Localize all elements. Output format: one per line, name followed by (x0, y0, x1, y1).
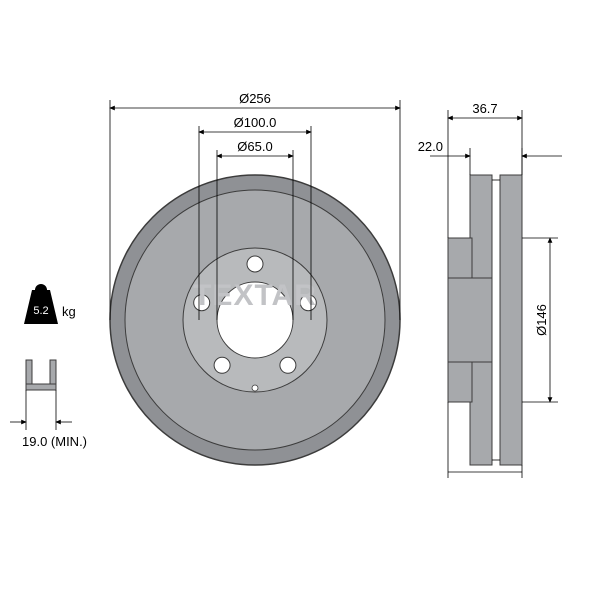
dim-pcd: Ø100.0 (234, 115, 277, 130)
weight-icon (24, 284, 58, 324)
weight-value: 5.2 (33, 305, 48, 317)
dim-center-bore: Ø65.0 (237, 139, 272, 154)
dim-hat-diameter: Ø146 (534, 304, 549, 336)
drawing-svg: TEXTAR Ø256 Ø100.0 Ø65.0 36 (0, 0, 600, 600)
weight-unit: kg (62, 304, 76, 319)
weight-indicator: 5.2 kg (24, 284, 76, 324)
dim-thickness: 22.0 (418, 139, 443, 154)
side-view: 36.7 22.0 Ø146 (418, 101, 562, 478)
brand-watermark: TEXTAR (193, 279, 317, 312)
front-view: TEXTAR (110, 175, 400, 465)
locator-hole (252, 385, 258, 391)
min-thickness-detail: 19.0 (MIN.) (10, 360, 87, 449)
dim-outer-diameter: Ø256 (239, 91, 271, 106)
drawing-canvas: TEXTAR Ø256 Ø100.0 Ø65.0 36 (0, 0, 600, 600)
dim-hat-offset: 36.7 (472, 101, 497, 116)
dim-min-thickness: 19.0 (MIN.) (22, 434, 87, 449)
